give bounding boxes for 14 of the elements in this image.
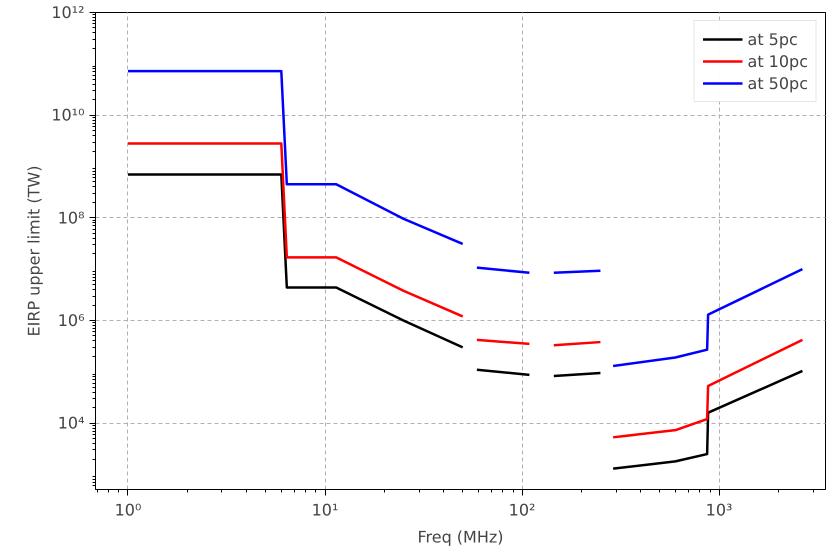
y-tick-label: 10⁶ (58, 310, 85, 330)
x-tick-label: 10² (508, 500, 536, 520)
y-tick-label: 10¹² (51, 3, 84, 22)
x-tick-label: 10⁰ (114, 500, 142, 520)
legend-label: at 50pc (748, 74, 808, 92)
y-tick-label: 10¹⁰ (51, 106, 84, 125)
y-axis-title: EIRP upper limit (TW) (24, 166, 44, 336)
y-tick-label: 10⁸ (58, 208, 85, 228)
legend-label: at 10pc (748, 52, 808, 70)
x-axis-title: Freq (MHz) (417, 528, 504, 546)
x-tick-label: 10¹ (312, 500, 338, 520)
legend-label: at 5pc (748, 30, 798, 48)
x-tick-label: 10³ (706, 500, 732, 520)
y-tick-label: 10⁴ (58, 414, 85, 433)
